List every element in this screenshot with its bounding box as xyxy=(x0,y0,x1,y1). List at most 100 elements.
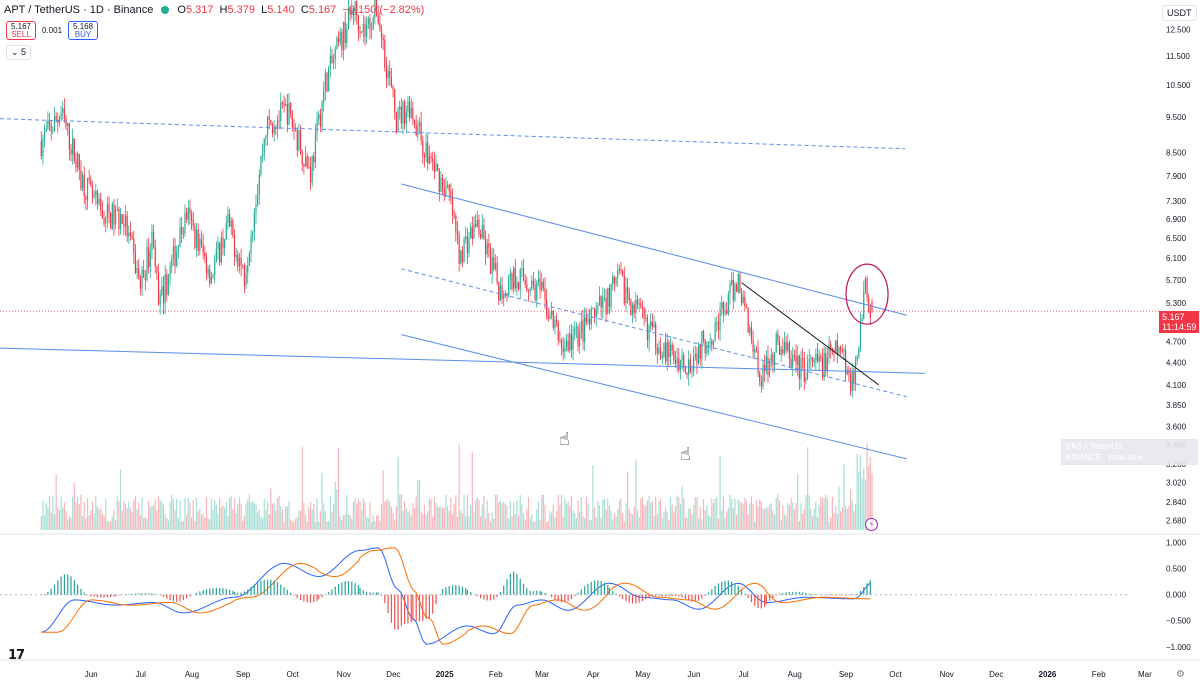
candle-body xyxy=(270,119,272,125)
volume-bar xyxy=(227,515,229,530)
volume-bar xyxy=(220,507,222,530)
macd-histogram-bar xyxy=(458,585,460,595)
volume-bar xyxy=(473,512,475,530)
y-tick-label: 7.300 xyxy=(1166,197,1187,206)
macd-histogram-bar xyxy=(754,594,756,606)
volume-bar xyxy=(787,502,789,530)
volume-bar xyxy=(686,517,688,530)
volume-bar xyxy=(190,517,193,530)
lightning-icon[interactable]: ⚡ xyxy=(865,518,878,531)
volume-bar xyxy=(174,509,176,530)
candle-body xyxy=(698,344,700,364)
candle-body xyxy=(769,361,771,376)
indicators-toggle[interactable]: ⌄ 5 xyxy=(6,45,32,60)
candle-body xyxy=(450,190,452,198)
volume-bar xyxy=(296,516,298,530)
candle-body xyxy=(326,72,328,92)
volume-bar xyxy=(148,500,150,530)
candle-body xyxy=(129,232,132,236)
volume-bar xyxy=(745,500,748,530)
candle-body xyxy=(194,225,196,248)
candle-body xyxy=(461,250,464,263)
candle-body xyxy=(534,285,536,300)
macd-histogram-bar xyxy=(331,589,333,595)
macd-histogram-bar xyxy=(100,594,102,598)
macd-histogram-bar xyxy=(835,594,837,596)
volume-bar xyxy=(63,502,66,530)
candle-body xyxy=(283,103,285,106)
candle-body xyxy=(184,212,186,235)
candle-body xyxy=(777,333,779,342)
volume-bar xyxy=(668,519,670,530)
volume-bar xyxy=(243,515,246,530)
currency-selector[interactable]: USDT xyxy=(1162,5,1197,21)
macd-histogram-bar xyxy=(93,594,95,597)
candle-body xyxy=(773,352,776,366)
macd-y-tick-label: −0.500 xyxy=(1166,617,1191,626)
volume-bar xyxy=(868,465,870,530)
volume-bar xyxy=(739,501,741,530)
volume-bar xyxy=(688,508,690,530)
volume-bar xyxy=(716,496,718,530)
candle-body xyxy=(443,188,445,197)
sell-button[interactable]: 5.167 SELL xyxy=(6,21,36,40)
candle-body xyxy=(333,59,335,63)
y-tick-label: 2.840 xyxy=(1166,498,1187,507)
candle-body xyxy=(280,102,282,121)
candle-body xyxy=(372,17,374,30)
symbol-header[interactable]: APT / TetherUS · 1D · Binance O5.317 H5.… xyxy=(4,4,427,16)
volume-bar xyxy=(313,504,315,530)
volume-bar xyxy=(638,516,640,530)
channel-upper-line xyxy=(401,183,907,316)
candle-body xyxy=(195,229,198,248)
volume-bar xyxy=(95,496,97,530)
macd-histogram-bar xyxy=(731,581,733,595)
x-tick-label: Feb xyxy=(489,670,503,679)
candle-body xyxy=(856,356,858,361)
macd-histogram-bar xyxy=(344,581,346,595)
candle-body xyxy=(339,32,341,42)
candle-body xyxy=(575,326,577,329)
volume-bar xyxy=(630,513,632,530)
macd-histogram-bar xyxy=(359,587,361,595)
candle-body xyxy=(489,247,492,274)
macd-histogram-bar xyxy=(144,593,146,595)
volume-bar xyxy=(73,482,75,530)
macd-histogram-bar xyxy=(493,594,495,600)
candle-body xyxy=(248,252,250,266)
macd-histogram-bar xyxy=(483,594,485,600)
volume-bar xyxy=(57,507,59,530)
candle-body xyxy=(121,214,123,224)
candle-body xyxy=(564,347,566,352)
volume-bar xyxy=(88,515,90,530)
candle-body xyxy=(744,297,746,307)
candle-body xyxy=(848,370,850,374)
volume-bar xyxy=(437,506,439,530)
candle-body xyxy=(567,340,569,351)
volume-bar xyxy=(702,499,705,530)
volume-bar xyxy=(182,521,184,530)
volume-bar xyxy=(242,521,244,530)
volume-bar xyxy=(504,503,506,530)
symbol-title[interactable]: APT / TetherUS · 1D · Binance xyxy=(4,4,154,16)
volume-bar xyxy=(103,515,105,530)
candle-body xyxy=(800,358,802,379)
macd-histogram-bar xyxy=(400,594,402,626)
buy-button[interactable]: 5.168 BUY xyxy=(68,21,99,40)
candle-body xyxy=(45,128,47,132)
settings-gear-icon[interactable]: ⚙ xyxy=(1176,669,1185,680)
compare-symbol-legend[interactable]: ENS / TetherUS BINANCE · Real-time xyxy=(1061,439,1198,465)
volume-bar xyxy=(415,496,417,530)
volume-bar xyxy=(755,499,758,530)
candle-body xyxy=(389,70,391,78)
volume-bar xyxy=(835,505,837,530)
volume-bar xyxy=(166,518,168,530)
volume-bar xyxy=(765,507,767,530)
volume-bar xyxy=(856,454,858,530)
volume-bar xyxy=(752,504,754,530)
volume-bar xyxy=(519,495,521,530)
candle-body xyxy=(111,204,113,229)
volume-bar xyxy=(711,498,713,530)
volume-bar xyxy=(133,499,135,530)
